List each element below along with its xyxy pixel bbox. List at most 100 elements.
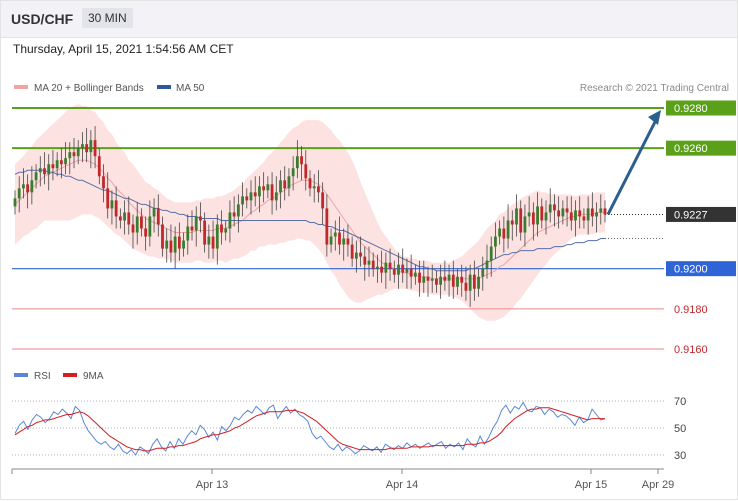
candle-body <box>34 172 38 181</box>
forecast-arrow-head <box>648 110 661 125</box>
candle-body <box>527 212 531 217</box>
ma20-legend-label: MA 20 + Bollinger Bands <box>34 83 144 94</box>
candle-body <box>544 212 548 221</box>
candle-body <box>582 216 586 221</box>
instrument-title: USD/CHF <box>11 11 74 27</box>
candle-body <box>338 232 341 245</box>
candle-body <box>401 264 405 273</box>
candle-body <box>123 212 126 221</box>
candle-body <box>72 152 76 157</box>
candle-body <box>333 232 337 237</box>
candle-body <box>409 268 413 277</box>
candle-body <box>325 208 329 245</box>
candle-body <box>203 220 207 245</box>
timeframe-badge[interactable]: 30 MIN <box>82 8 133 28</box>
candle-body <box>148 216 152 237</box>
ma20-legend-swatch <box>14 85 28 89</box>
candle-body <box>557 210 561 217</box>
rsi-panel: 70 50 30 <box>12 396 686 462</box>
candle-body <box>295 156 299 169</box>
candle-body <box>354 252 358 259</box>
candle-body <box>156 208 160 225</box>
candle-body <box>376 266 379 269</box>
rsi-tick-label: 50 <box>674 423 686 435</box>
candle-body <box>228 212 232 229</box>
time-axis-label: Apr 29 <box>642 479 674 491</box>
price-legend: MA 20 + Bollinger Bands MA 50 Research ©… <box>14 83 729 94</box>
candle-body <box>380 266 384 273</box>
candle-body <box>127 212 131 225</box>
candle-body <box>287 176 291 189</box>
candle-body <box>371 260 375 269</box>
candle-body <box>304 164 308 179</box>
candle-body <box>249 192 253 201</box>
candle-body <box>489 246 493 261</box>
candle-body <box>38 168 42 173</box>
candle-body <box>26 184 30 193</box>
candle-body <box>262 186 266 191</box>
candle-body <box>47 164 51 175</box>
candle-body <box>468 274 472 291</box>
candle-body <box>106 188 110 209</box>
candle-body <box>118 216 122 221</box>
candle-body <box>451 274 455 287</box>
ma50-legend-swatch <box>157 85 171 89</box>
candle-body <box>266 184 270 191</box>
candle-body <box>215 224 219 249</box>
candle-body <box>169 240 173 253</box>
candle-body <box>531 212 535 225</box>
rsi-line <box>14 401 606 456</box>
candle-body <box>152 208 156 217</box>
candle-body <box>17 188 21 199</box>
candle-body <box>599 208 603 213</box>
price-level-label: 0.9160 <box>674 344 708 356</box>
candle-body <box>523 216 527 233</box>
candle-body <box>253 192 257 197</box>
candle-body <box>418 272 421 283</box>
candle-body <box>283 180 287 189</box>
candle-body <box>388 262 392 269</box>
candle-body <box>363 256 367 265</box>
candle-body <box>346 238 350 245</box>
candles-layer <box>13 126 607 307</box>
price-level-label: 0.9200 <box>674 264 708 276</box>
candle-body <box>199 216 202 221</box>
candle-body <box>59 160 63 165</box>
candle-body <box>413 272 417 277</box>
candle-body <box>439 276 443 285</box>
candle-body <box>241 196 244 205</box>
candle-body <box>464 282 468 291</box>
candle-body <box>270 184 274 201</box>
rsi-legend: RSI 9MA <box>14 371 104 382</box>
candle-body <box>51 164 55 169</box>
price-level-tag <box>666 206 736 222</box>
candle-body <box>397 264 400 275</box>
candle-body <box>405 268 409 273</box>
timestamp: Thursday, April 15, 2021 1:54:56 AM CET <box>13 42 234 56</box>
candle-body <box>426 276 430 281</box>
candle-body <box>274 192 278 201</box>
ma50-legend-label: MA 50 <box>176 83 205 94</box>
candle-body <box>565 208 569 213</box>
candle-body <box>422 276 426 283</box>
candle-body <box>97 156 101 177</box>
candle-body <box>13 198 17 207</box>
candle-body <box>367 260 371 265</box>
candle-body <box>359 252 362 257</box>
candle-body <box>131 224 135 233</box>
candle-body <box>85 144 89 153</box>
candle-body <box>55 160 59 169</box>
candle-body <box>236 204 240 217</box>
candle-body <box>89 140 93 153</box>
candle-body <box>506 220 510 239</box>
candle-body <box>350 244 354 259</box>
candle-body <box>173 236 177 253</box>
copyright-text: Research © 2021 Trading Central <box>580 83 729 94</box>
candle-body <box>300 156 303 165</box>
time-axis: Apr 13 Apr 14 Apr 15 Apr 29 <box>11 468 674 491</box>
forecast-arrow-layer <box>606 110 661 216</box>
candle-body <box>114 200 118 217</box>
forecast-arrow-shaft <box>606 117 659 216</box>
